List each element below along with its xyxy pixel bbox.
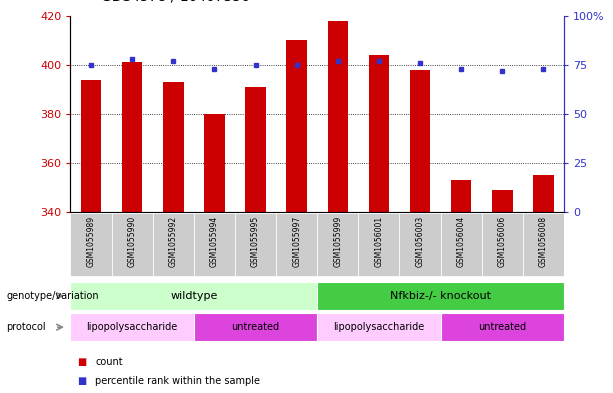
Text: GSM1055995: GSM1055995	[251, 215, 260, 267]
Text: Nfkbiz-/- knockout: Nfkbiz-/- knockout	[390, 291, 491, 301]
Text: GSM1055990: GSM1055990	[128, 215, 137, 267]
Bar	[492, 190, 512, 212]
FancyBboxPatch shape	[441, 313, 564, 341]
Text: lipopolysaccharide: lipopolysaccharide	[333, 322, 425, 332]
Text: GSM1055994: GSM1055994	[210, 215, 219, 267]
Bar	[368, 55, 389, 212]
FancyBboxPatch shape	[194, 313, 318, 341]
Text: ■: ■	[77, 356, 86, 367]
Text: GSM1056008: GSM1056008	[539, 215, 548, 266]
FancyBboxPatch shape	[70, 281, 318, 310]
Text: lipopolysaccharide: lipopolysaccharide	[86, 322, 178, 332]
Bar	[245, 87, 266, 212]
Text: untreated: untreated	[478, 322, 527, 332]
FancyBboxPatch shape	[153, 213, 194, 276]
Text: GSM1055997: GSM1055997	[292, 215, 301, 267]
Text: GSM1056004: GSM1056004	[457, 215, 466, 267]
FancyBboxPatch shape	[318, 213, 359, 276]
FancyBboxPatch shape	[359, 213, 400, 276]
FancyBboxPatch shape	[112, 213, 153, 276]
FancyBboxPatch shape	[482, 213, 523, 276]
Text: GSM1056001: GSM1056001	[375, 215, 383, 266]
FancyBboxPatch shape	[441, 213, 482, 276]
FancyBboxPatch shape	[194, 213, 235, 276]
Bar	[286, 40, 307, 212]
Text: untreated: untreated	[232, 322, 280, 332]
FancyBboxPatch shape	[400, 213, 441, 276]
Text: count: count	[95, 356, 123, 367]
Bar	[533, 175, 554, 212]
Bar	[327, 21, 348, 212]
Text: GSM1055992: GSM1055992	[169, 215, 178, 266]
FancyBboxPatch shape	[235, 213, 276, 276]
Bar	[81, 79, 101, 212]
Bar	[409, 70, 430, 212]
FancyBboxPatch shape	[70, 313, 194, 341]
Text: GDS4578 / 10407356: GDS4578 / 10407356	[101, 0, 250, 4]
Bar	[122, 62, 142, 212]
FancyBboxPatch shape	[523, 213, 564, 276]
Text: GSM1055989: GSM1055989	[86, 215, 96, 266]
Text: percentile rank within the sample: percentile rank within the sample	[95, 376, 260, 386]
Bar	[451, 180, 471, 212]
FancyBboxPatch shape	[318, 281, 564, 310]
Bar	[163, 82, 183, 212]
Text: genotype/variation: genotype/variation	[6, 291, 99, 301]
Text: GSM1055999: GSM1055999	[333, 215, 342, 267]
Text: wildtype: wildtype	[170, 291, 218, 301]
Text: protocol: protocol	[6, 322, 46, 332]
Text: GSM1056006: GSM1056006	[498, 215, 507, 267]
FancyBboxPatch shape	[70, 213, 112, 276]
FancyBboxPatch shape	[276, 213, 318, 276]
Text: ■: ■	[77, 376, 86, 386]
Text: GSM1056003: GSM1056003	[416, 215, 425, 267]
Bar	[204, 114, 225, 212]
FancyBboxPatch shape	[318, 313, 441, 341]
